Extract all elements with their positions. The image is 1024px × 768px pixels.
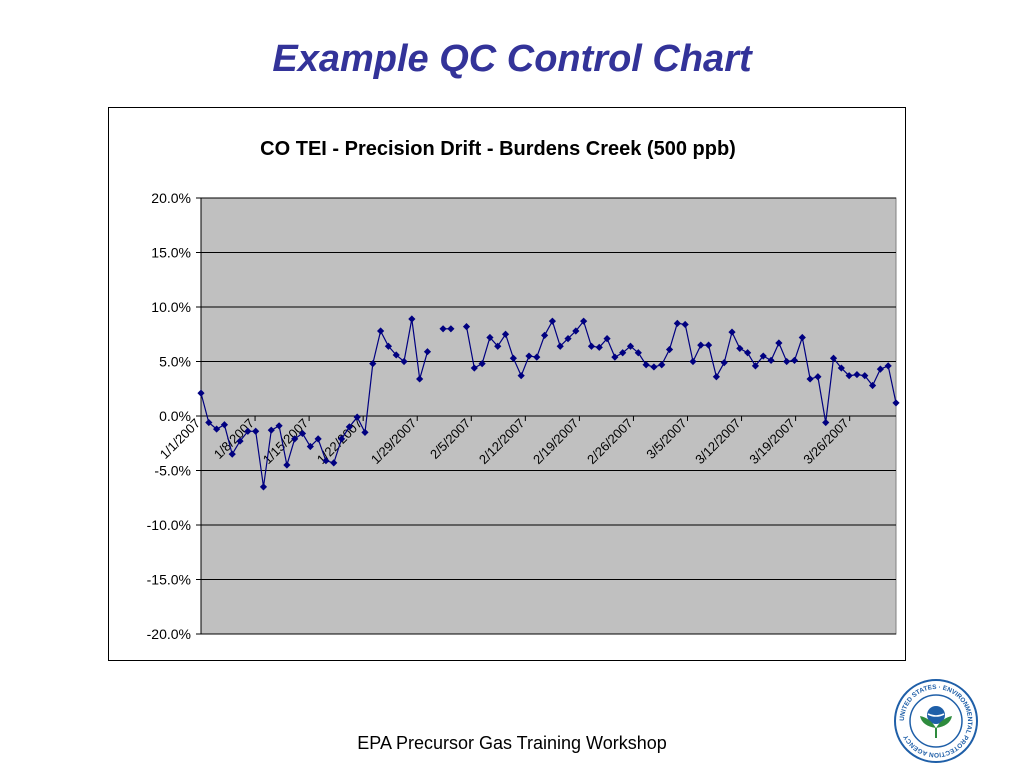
data-point <box>361 428 369 436</box>
data-point <box>330 459 338 467</box>
data-point <box>447 325 455 333</box>
data-point <box>728 328 736 336</box>
data-point <box>572 327 580 335</box>
data-point <box>205 418 213 427</box>
data-point <box>868 381 877 390</box>
data-point <box>408 315 416 323</box>
data-point <box>759 352 767 360</box>
data-point <box>689 357 697 366</box>
y-tick-label: 10.0% <box>151 299 191 315</box>
slide-title: Example QC Control Chart <box>272 38 752 80</box>
data-point <box>197 389 205 397</box>
data-point <box>751 362 760 370</box>
data-point <box>517 372 525 380</box>
data-point <box>314 435 322 443</box>
data-point <box>837 364 845 372</box>
data-point <box>423 348 432 356</box>
y-tick-label: 15.0% <box>151 245 191 261</box>
data-point <box>494 342 502 350</box>
data-point <box>587 342 596 350</box>
data-point <box>650 363 658 371</box>
data-point <box>400 357 408 366</box>
y-tick-label: -5.0% <box>154 463 191 479</box>
y-tick-label: -10.0% <box>147 517 191 533</box>
y-tick-label: -20.0% <box>147 626 191 642</box>
data-point <box>501 330 510 338</box>
data-point <box>369 360 377 368</box>
data-point <box>876 365 884 373</box>
data-point <box>345 423 353 431</box>
y-tick-label: 0.0% <box>159 408 191 424</box>
data-point <box>892 399 900 407</box>
data-point <box>853 370 861 379</box>
data-point <box>478 360 486 368</box>
data-point <box>384 342 393 350</box>
data-point <box>665 345 674 354</box>
data-point <box>681 320 689 329</box>
data-point <box>213 425 221 433</box>
chart-title: CO TEI - Precision Drift - Burdens Creek… <box>260 138 736 160</box>
data-point <box>806 375 814 383</box>
data-point <box>486 333 494 342</box>
gridlines <box>201 197 896 635</box>
data-point <box>416 375 424 383</box>
series-line-segment <box>465 319 897 423</box>
data-point <box>470 364 478 372</box>
data-point <box>283 461 291 469</box>
epa-seal-icon: UNITED STATES · ENVIRONMENTAL PROTECTION… <box>894 679 978 763</box>
chart-frame: CO TEI - Precision Drift - Burdens Creek… <box>108 107 906 661</box>
data-point <box>228 450 236 458</box>
data-point <box>439 325 447 333</box>
y-tick-label: 5.0% <box>159 354 191 370</box>
data-point <box>884 362 892 370</box>
footer-text: EPA Precursor Gas Training Workshop <box>357 733 667 753</box>
data-point <box>580 317 588 325</box>
data-point <box>259 483 268 491</box>
data-point <box>462 323 471 331</box>
data-point <box>236 437 244 445</box>
data-point <box>814 373 822 381</box>
control-chart: CO TEI - Precision Drift - Burdens Creek… <box>147 138 900 642</box>
data-point <box>783 357 791 366</box>
data-point <box>611 353 619 361</box>
data-point <box>252 427 260 435</box>
data-point <box>244 427 252 435</box>
y-tick-label: -15.0% <box>147 572 191 588</box>
data-point <box>353 413 361 421</box>
y-tick-label: 20.0% <box>151 190 191 206</box>
data-point <box>822 418 830 427</box>
data-point <box>298 429 307 438</box>
data-point <box>861 372 869 380</box>
data-point <box>220 421 229 429</box>
data-point <box>720 358 728 367</box>
data-point <box>642 361 650 369</box>
data-point <box>658 361 666 369</box>
data-point <box>525 352 533 360</box>
data-point <box>845 372 853 380</box>
data-point <box>626 342 635 350</box>
data-point <box>712 373 720 381</box>
data-point <box>556 342 564 350</box>
